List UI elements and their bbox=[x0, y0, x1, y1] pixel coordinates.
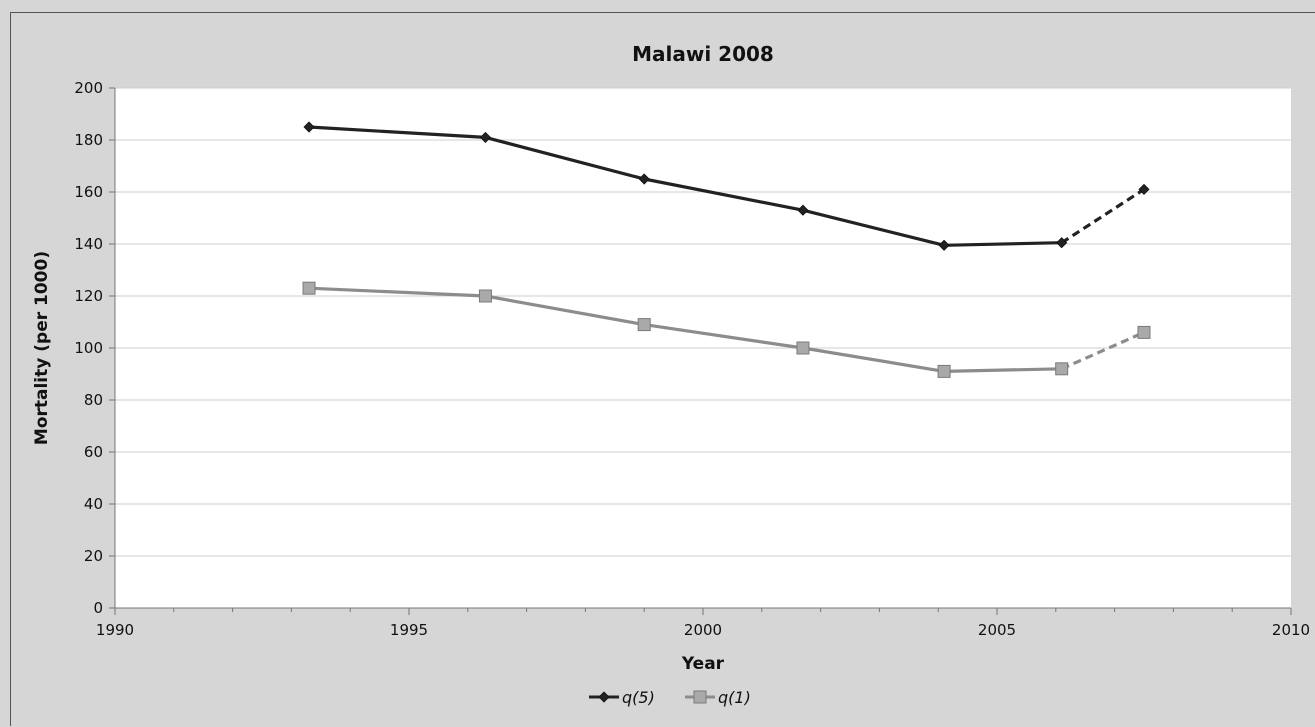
series-point bbox=[1055, 362, 1069, 376]
series-point bbox=[796, 341, 810, 355]
series-point bbox=[1056, 237, 1068, 249]
series-line bbox=[308, 125, 1062, 247]
x-tick-label: 2010 bbox=[1272, 621, 1310, 639]
chart-frame: 0 20 40 60 80 100 120 140 160 180 200 1990 1995 2000 2… bbox=[10, 12, 1315, 726]
y-tick-label: 100 bbox=[74, 339, 103, 357]
y-tick-label: 0 bbox=[93, 599, 103, 617]
y-tick-label: 200 bbox=[74, 79, 103, 97]
legend-item-1: q(1) bbox=[685, 688, 751, 707]
y-tick-label: 120 bbox=[74, 287, 103, 305]
series-point bbox=[797, 204, 809, 216]
legend: q(5) q(1) bbox=[589, 688, 751, 707]
series-point bbox=[303, 121, 315, 133]
legend-item-0: q(5) bbox=[589, 688, 655, 707]
series-point bbox=[1137, 325, 1151, 339]
x-tick-label: 2000 bbox=[684, 621, 722, 639]
x-tick-label: 1990 bbox=[96, 621, 134, 639]
chart-title: Malawi 2008 bbox=[632, 42, 774, 66]
axis-layer: 0 20 40 60 80 100 120 140 160 180 200 1990 1995 2000 2… bbox=[74, 79, 1310, 639]
series-point bbox=[1138, 183, 1150, 195]
chart-svg: 0 20 40 60 80 100 120 140 160 180 200 1990 1995 2000 2… bbox=[32, 42, 1310, 707]
series-line-dashed bbox=[1061, 330, 1145, 371]
legend-label: q(5) bbox=[622, 688, 655, 707]
y-tick-label: 40 bbox=[84, 495, 103, 513]
series-1 bbox=[302, 281, 1151, 378]
series-point bbox=[479, 131, 492, 143]
series-point bbox=[637, 318, 651, 332]
y-tick-label: 140 bbox=[74, 235, 103, 253]
y-tick-label: 160 bbox=[74, 183, 103, 201]
x-tick-label: 1995 bbox=[390, 621, 428, 639]
x-tick-label: 2005 bbox=[978, 621, 1016, 639]
legend-marker bbox=[693, 690, 707, 704]
legend-marker bbox=[598, 691, 610, 703]
x-axis-title: Year bbox=[681, 654, 725, 674]
series-point bbox=[478, 289, 492, 303]
legend-label: q(1) bbox=[718, 688, 751, 707]
y-tick-label: 20 bbox=[84, 547, 103, 565]
y-tick-label: 60 bbox=[84, 443, 103, 461]
series-0 bbox=[303, 121, 1150, 251]
series-layer bbox=[302, 121, 1151, 378]
series-line bbox=[308, 286, 1062, 373]
grid-layer bbox=[115, 87, 1291, 557]
y-axis-title: Mortality (per 1000) bbox=[32, 251, 52, 445]
y-tick-label: 80 bbox=[84, 391, 103, 409]
series-point bbox=[302, 281, 316, 295]
series-point bbox=[937, 364, 951, 378]
series-point bbox=[938, 239, 950, 251]
series-point bbox=[638, 173, 650, 185]
series-line-dashed bbox=[1060, 188, 1145, 245]
y-tick-label: 180 bbox=[74, 131, 103, 149]
